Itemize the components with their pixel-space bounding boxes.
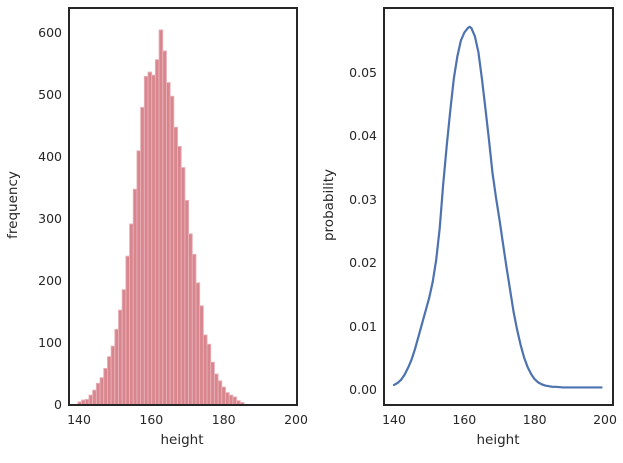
y-tick-label: 100 — [38, 335, 62, 350]
histogram-bar — [158, 29, 164, 406]
histogram-bar — [110, 345, 116, 406]
histogram-bar — [99, 377, 105, 406]
y-tick-label: 0.00 — [349, 382, 377, 397]
x-axis-label-height-left: height — [160, 432, 204, 448]
histogram-bar — [143, 75, 149, 406]
histogram-bar — [106, 356, 112, 406]
histogram-bar — [184, 199, 190, 406]
x-axis-label-height-right: height — [476, 432, 520, 448]
histogram-bar — [180, 167, 186, 406]
y-tick-label: 200 — [38, 273, 62, 288]
histogram-bar — [132, 188, 138, 406]
plot-border — [383, 7, 614, 406]
y-tick-label: 0.02 — [349, 255, 377, 270]
x-tick-label: 200 — [593, 412, 617, 427]
histogram-bar — [103, 367, 108, 406]
histogram-bar — [191, 253, 197, 406]
histogram-bar — [114, 328, 119, 406]
x-tick-label: 160 — [139, 412, 164, 427]
histogram-bar — [221, 386, 226, 406]
histogram-bar — [118, 309, 123, 406]
histogram-plot — [68, 7, 298, 406]
histogram-bar — [140, 106, 145, 406]
y-tick-label: 600 — [38, 25, 62, 40]
y-tick-label: 500 — [38, 87, 62, 102]
x-tick-label: 180 — [211, 412, 236, 427]
y-tick-label: 400 — [38, 149, 62, 164]
histogram-bar — [228, 394, 234, 406]
y-axis-label-frequency: frequency — [5, 171, 21, 239]
y-tick-label: 0.03 — [349, 191, 377, 207]
histogram-bar — [151, 74, 156, 406]
y-tick-label: 0.01 — [349, 318, 377, 334]
y-tick-label: 0 — [54, 397, 62, 412]
y-tick-label: 0.05 — [349, 64, 377, 80]
histogram-bar — [232, 396, 238, 406]
histogram-bar — [177, 146, 182, 406]
histogram-bar — [125, 255, 131, 406]
histogram-bar — [169, 95, 175, 406]
histogram-bar — [225, 392, 230, 406]
x-tick-label: 140 — [67, 412, 91, 427]
histogram-bar — [92, 389, 97, 406]
histogram-bar — [210, 361, 215, 406]
histogram-bar — [217, 380, 223, 406]
x-tick-label: 160 — [452, 412, 477, 427]
histogram-bar — [206, 343, 212, 406]
y-tick-label: 0.04 — [349, 128, 377, 143]
histogram-bar — [154, 59, 160, 406]
histogram-bars — [77, 29, 245, 406]
histogram-bar — [88, 394, 94, 406]
histogram-bar — [129, 223, 134, 406]
histogram-bar — [162, 50, 167, 406]
x-tick-label: 140 — [382, 412, 406, 427]
x-tick-label: 200 — [284, 412, 308, 427]
histogram-bar — [166, 82, 171, 406]
histogram-bar — [173, 126, 178, 406]
y-tick-label: 300 — [38, 211, 62, 226]
plot-border — [68, 7, 298, 406]
histogram-bar — [188, 233, 193, 406]
histogram-bar — [213, 373, 219, 406]
histogram-bar — [202, 334, 208, 406]
histogram-bar — [199, 305, 204, 406]
kde-curve — [392, 25, 603, 389]
histogram-bar — [121, 289, 127, 406]
histogram-bar — [95, 382, 101, 406]
histogram-bar — [195, 282, 201, 406]
histogram-bar — [136, 150, 142, 406]
kde-plot — [383, 7, 614, 406]
histogram-bar — [147, 71, 153, 406]
x-tick-label: 180 — [522, 412, 547, 427]
